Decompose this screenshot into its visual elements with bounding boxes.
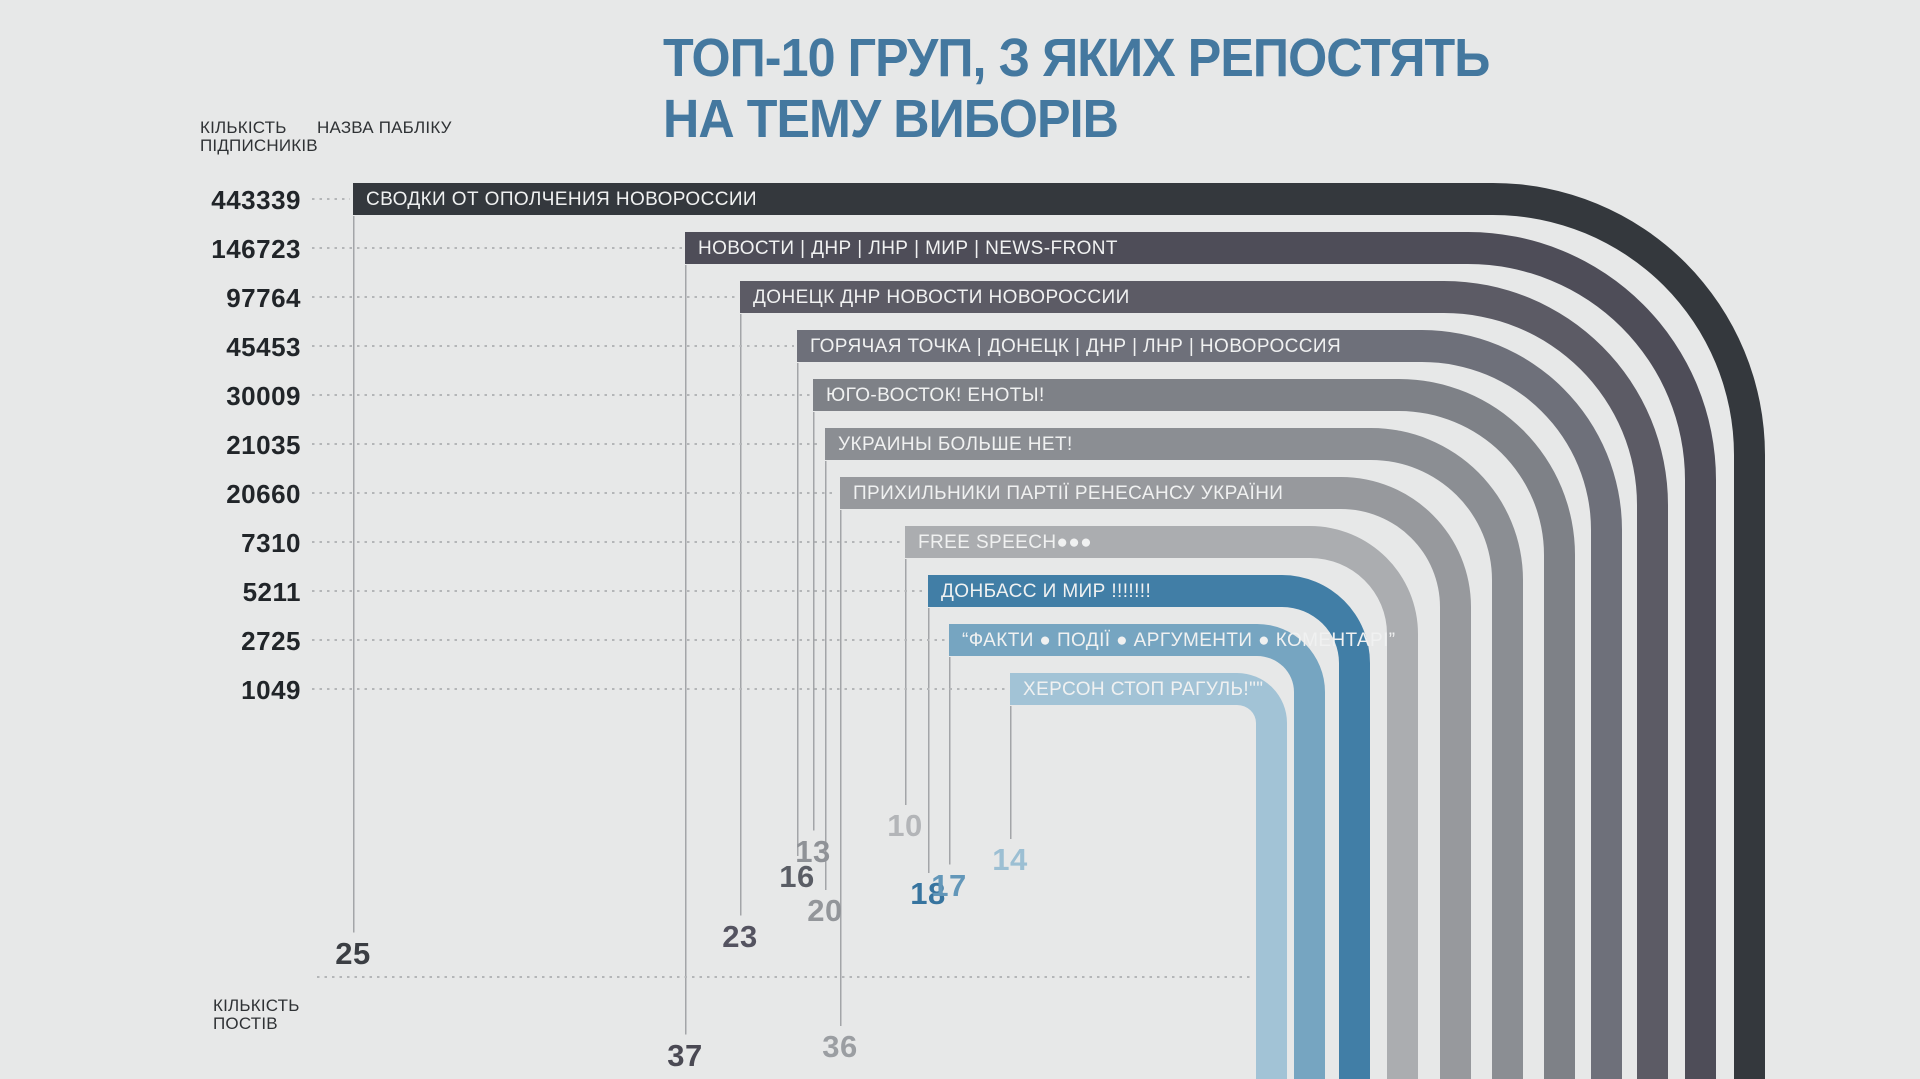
axis-label-subscribers-line2: ПІДПИСНИКІВ — [200, 136, 318, 155]
subscriber-count-5: 30009 — [226, 381, 301, 411]
bar-label-9: ДОНБАСС И МИР !!!!!!! — [941, 581, 1152, 602]
post-count-1: 25 — [335, 935, 371, 971]
axis-label-subscribers-line1: КІЛЬКІСТЬ — [200, 118, 287, 137]
bar-label-11: ХЕРСОН СТОП РАГУЛЬ!"" — [1023, 679, 1264, 700]
subscriber-count-2: 146723 — [211, 234, 301, 264]
subscriber-count-6: 21035 — [226, 430, 301, 460]
post-count-4: 16 — [779, 859, 815, 894]
post-count-5: 13 — [795, 833, 831, 869]
subscriber-count-3: 97764 — [226, 283, 301, 313]
post-count-2: 37 — [667, 1037, 703, 1073]
subscriber-count-1: 443339 — [211, 185, 301, 215]
bar-label-6: УКРАИНЫ БОЛЬШЕ НЕТ! — [838, 434, 1073, 455]
post-count-10: 17 — [931, 867, 967, 903]
post-count-3: 23 — [722, 918, 758, 954]
bar-pipe-8 — [905, 526, 1418, 1079]
subscriber-count-10: 2725 — [241, 626, 301, 656]
title-line-2: НА ТЕМУ ВИБОРІВ — [663, 89, 1119, 149]
axis-label-public-name: НАЗВА ПАБЛІКУ — [317, 118, 452, 137]
post-count-11: 14 — [992, 842, 1028, 877]
bar-label-5: ЮГО-ВОСТОК! ЕНОТЫ! — [826, 385, 1045, 406]
bar-pipe-10 — [949, 624, 1325, 1079]
subscriber-count-8: 7310 — [241, 528, 301, 558]
bar-pipe-4 — [797, 330, 1622, 1079]
bar-pipe-11 — [1010, 673, 1287, 1079]
bar-pipe-3 — [740, 281, 1668, 1079]
axis-label-posts: КІЛЬКІСТЬ ПОСТІВ — [213, 997, 300, 1033]
bar-label-3: ДОНЕЦК ДНР НОВОСТИ НОВОРОССИИ — [753, 287, 1130, 308]
post-count-7: 36 — [822, 1029, 858, 1064]
bar-label-10: “ФАКТИ ● ПОДІЇ ● АРГУМЕНТИ ● КОМЕНТАРІ” — [962, 630, 1396, 651]
subscriber-count-11: 1049 — [241, 675, 301, 705]
bar-label-4: ГОРЯЧАЯ ТОЧКА | ДОНЕЦК | ДНР | ЛНР | НОВ… — [810, 336, 1342, 357]
bar-label-8: FREE SPEECH●●● — [918, 532, 1093, 553]
bar-pipe-9 — [928, 575, 1370, 1079]
axis-label-subscribers: КІЛЬКІСТЬ ПІДПИСНИКІВ — [200, 119, 318, 155]
post-count-8: 10 — [887, 808, 923, 843]
bar-label-1: СВОДКИ ОТ ОПОЛЧЕНИЯ НОВОРОССИИ — [366, 189, 757, 210]
axis-label-posts-line1: КІЛЬКІСТЬ — [213, 996, 300, 1015]
axis-label-posts-line2: ПОСТІВ — [213, 1014, 278, 1033]
bar-label-2: НОВОСТИ | ДНР | ЛНР | МИР | NEWS-FRONT — [698, 238, 1118, 259]
post-count-9: 18 — [910, 876, 946, 911]
page-title: ТОП-10 ГРУП, З ЯКИХ РЕПОСТЯТЬ НА ТЕМУ ВИ… — [663, 28, 1490, 150]
bar-label-7: ПРИХИЛЬНИКИ ПАРТІЇ РЕНЕСАНСУ УКРАЇНИ — [853, 483, 1284, 504]
post-count-6: 20 — [807, 893, 843, 928]
bar-pipe-5 — [813, 379, 1575, 1079]
title-line-1: ТОП-10 ГРУП, З ЯКИХ РЕПОСТЯТЬ — [663, 28, 1490, 88]
subscriber-count-9: 5211 — [242, 577, 301, 607]
subscriber-count-4: 45453 — [226, 332, 301, 362]
subscriber-count-7: 20660 — [226, 479, 301, 509]
bar-pipe-2 — [685, 232, 1716, 1079]
